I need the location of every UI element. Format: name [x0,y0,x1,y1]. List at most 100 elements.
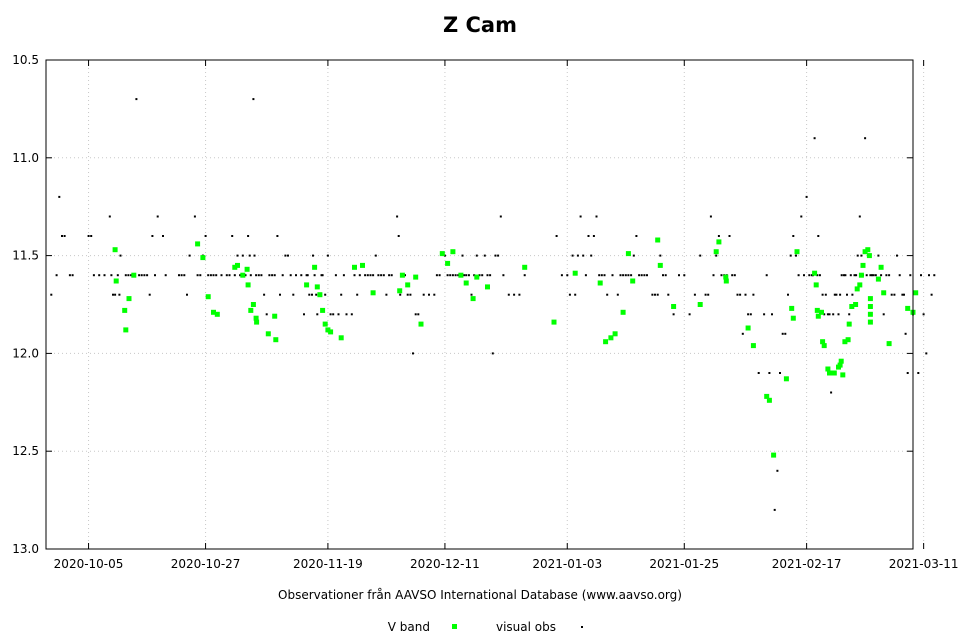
visual-obs-point [382,274,385,277]
visual-obs-point [252,98,255,101]
visual-obs-point [749,313,752,316]
v-band-point [878,264,884,270]
visual-obs-point [58,195,61,198]
visual-obs-point [353,274,356,277]
x-tick-label: 2021-01-25 [649,557,719,571]
v-band-point [821,343,827,349]
v-band-point [200,255,206,261]
visual-obs-point [127,274,130,277]
visual-obs-point [860,254,863,257]
visual-obs-point [837,313,840,316]
visual-obs-point [744,293,747,296]
visual-obs-point [61,235,63,237]
visual-obs-point [662,274,664,277]
visual-obs-point [414,313,417,316]
v-band-point [312,264,318,270]
grid [46,60,925,549]
v-band-point [853,302,859,307]
visual-obs-point [638,274,641,277]
v-band-point [232,264,238,270]
visual-obs-point [247,235,250,237]
visual-obs-point [311,293,313,296]
v-band-point [814,307,820,313]
v-band-point [905,305,911,311]
visual-obs-point [821,293,824,296]
visual-obs-point [255,274,258,277]
visual-obs-point [808,274,811,277]
visual-obs-point [494,254,497,257]
v-band-point [608,335,614,341]
visual-obs-point [249,274,252,277]
visual-obs-point [643,274,646,277]
visual-obs-point [813,137,816,140]
visual-obs-point [438,274,441,277]
plot-frame [45,59,914,550]
v-band-point [716,239,722,245]
visual-obs-point [306,274,309,277]
visual-obs-point [364,274,367,277]
y-tick-label: 11.0 [12,151,39,165]
visual-obs-point [616,293,619,296]
visual-obs-point [457,274,460,277]
x-tick-label: 2020-10-27 [171,557,241,571]
visual-obs-point [699,254,702,257]
visual-obs-point [443,254,446,257]
visual-obs-point [303,313,305,316]
visual-obs-point [872,274,875,277]
visual-obs-point [116,274,119,277]
visual-obs-point [704,293,707,296]
visual-obs-point [928,274,930,277]
visual-obs-point [396,215,399,218]
v-band-point [317,292,323,298]
visual-obs-point [771,313,773,316]
visual-obs-point [404,274,406,277]
visual-obs-point [598,274,601,277]
v-band-point [522,264,528,270]
visual-obs-point [595,215,598,218]
visual-obs-point [209,274,212,277]
visual-obs-point [828,313,831,316]
visual-obs-point [374,254,377,257]
visual-obs-point [409,293,412,296]
v-band-point [697,302,703,307]
x-tick-label: 2021-02-17 [772,557,842,571]
visual-obs-point [497,254,500,257]
v-band-point [485,284,490,290]
visual-obs-point [92,274,95,277]
v-band-point [783,376,789,382]
v-band-point [248,307,254,313]
visual-obs-point [844,274,847,277]
visual-obs-point [228,274,231,277]
visual-obs-point [199,274,202,277]
visual-obs-point [146,274,149,277]
visual-obs-point [320,274,323,277]
visual-obs-point [451,274,454,277]
visual-obs-point [590,254,593,257]
visual-obs-point [896,254,898,257]
visual-obs-point [803,274,805,277]
visual-obs-point [481,274,484,277]
visual-obs-point [646,274,648,277]
visual-obs-point [130,274,133,277]
visual-obs-point [555,235,558,237]
v-band-point [794,249,800,255]
visual-obs-point [470,293,473,296]
visual-obs-point [789,254,792,257]
visual-obs-point [263,293,266,296]
v-band-point [360,262,365,268]
visual-obs-point [253,254,256,257]
visual-obs-point [369,274,372,277]
visual-obs-point [651,293,654,296]
v-band-point [865,247,871,253]
visual-obs-point [664,274,667,277]
v-band-point [597,280,603,286]
visual-obs-point [795,254,797,257]
v-band-point [253,315,259,321]
visual-obs-point [768,372,771,374]
visual-obs-point [630,274,633,277]
v-band-point [849,304,855,309]
v-band-point [112,247,118,253]
visual-obs-point [326,254,329,257]
visual-obs-point [204,235,207,237]
visual-obs-point [486,274,489,277]
